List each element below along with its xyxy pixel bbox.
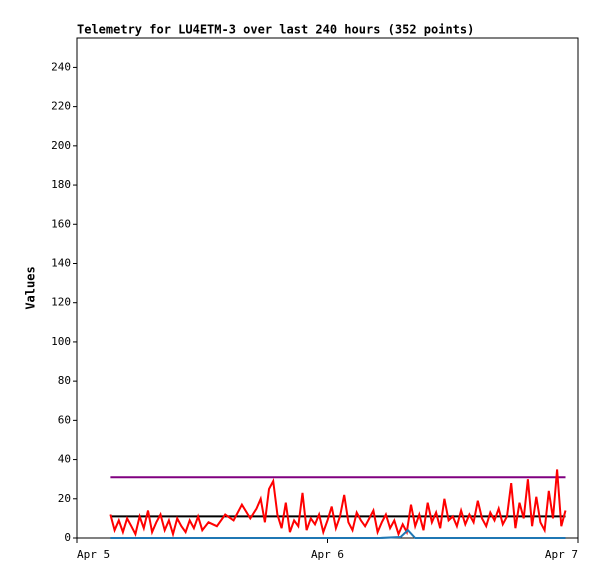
y-tick-label: 140 xyxy=(51,256,71,269)
y-tick-label: 40 xyxy=(58,453,71,466)
y-tick-label: 220 xyxy=(51,100,71,113)
y-tick-label: 120 xyxy=(51,296,71,309)
x-tick-label: Apr 5 xyxy=(77,548,110,561)
y-tick-label: 80 xyxy=(58,374,71,387)
y-tick-label: 160 xyxy=(51,217,71,230)
x-tick-label: Apr 6 xyxy=(311,548,344,561)
y-tick-label: 0 xyxy=(64,531,71,544)
y-tick-label: 100 xyxy=(51,335,71,348)
y-tick-label: 60 xyxy=(58,413,71,426)
y-tick-label: 200 xyxy=(51,139,71,152)
y-tick-label: 180 xyxy=(51,178,71,191)
series-line xyxy=(109,469,567,538)
y-axis-label: Values xyxy=(24,266,38,309)
series-line xyxy=(110,528,566,539)
plot-frame xyxy=(76,37,579,539)
chart-title: Telemetry for LU4ETM-3 over last 240 hou… xyxy=(77,23,474,37)
y-tick-label: 240 xyxy=(51,60,71,73)
x-tick-label: Apr 7 xyxy=(545,548,578,561)
y-tick-label: 20 xyxy=(58,492,71,505)
